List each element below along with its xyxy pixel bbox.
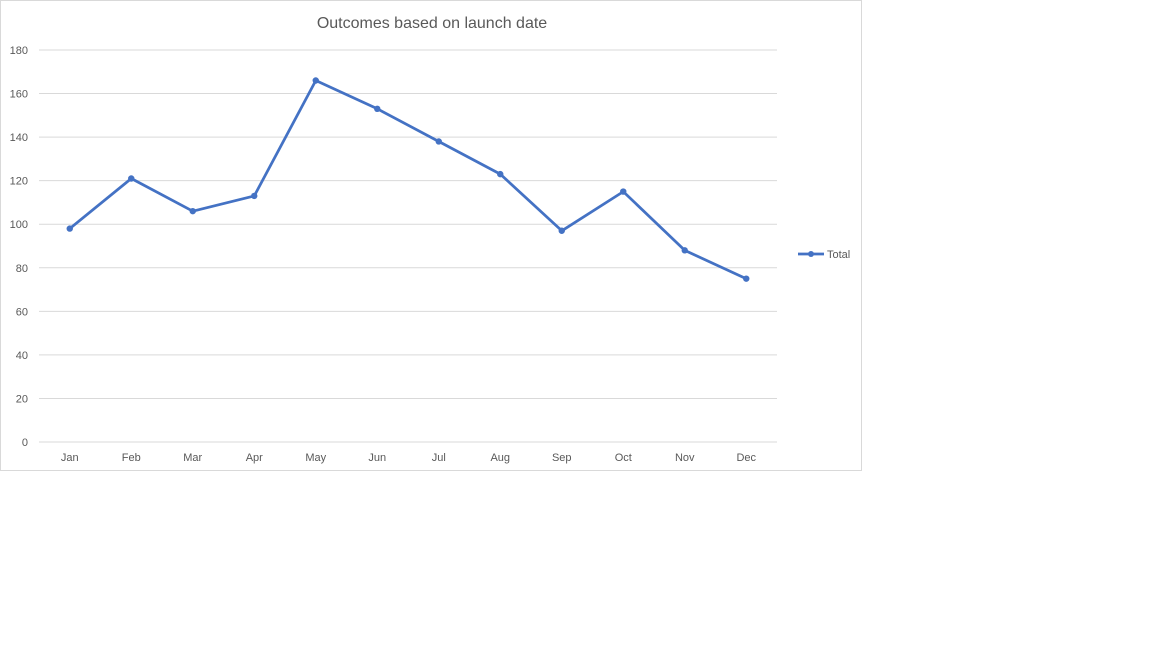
- gridlines: [39, 49, 777, 443]
- series-line-total: [68, 79, 748, 281]
- chart-area: Outcomes based on launch date 0 20 40 60 80 1…: [0, 0, 862, 471]
- y-tick-label: 180: [10, 45, 28, 57]
- data-point-aug: [497, 170, 504, 178]
- data-point-may: [312, 77, 319, 84]
- series-lines: [68, 79, 748, 281]
- y-tick-label: 100: [10, 219, 28, 231]
- x-tick-label-nov: Nov: [675, 452, 695, 464]
- x-axis-tick-labels: Jan Feb Mar Apr May Jun Jul Aug Sep Oct Nov Dec: [61, 452, 757, 464]
- y-tick-label: 80: [16, 263, 28, 275]
- y-tick-label: 120: [10, 176, 28, 188]
- y-tick-label: 20: [16, 393, 28, 405]
- x-tick-label-sep: Sep: [552, 452, 572, 464]
- series-points: [66, 77, 750, 282]
- y-tick-label: 160: [10, 89, 28, 101]
- x-tick-label-feb: Feb: [122, 452, 141, 464]
- y-tick-label: 0: [22, 437, 28, 449]
- x-tick-label-dec: Dec: [736, 452, 756, 464]
- data-point-jul: [435, 138, 442, 145]
- line-chart: Outcomes based on launch date 0 20 40 60 80 1…: [10, 15, 851, 464]
- data-point-dec: [743, 275, 750, 282]
- data-point-jun: [374, 105, 381, 113]
- data-point-sep: [558, 227, 565, 234]
- data-point-nov: [681, 247, 688, 254]
- x-tick-label-apr: Apr: [246, 452, 263, 464]
- x-tick-label-mar: Mar: [183, 452, 202, 464]
- data-point-jan: [66, 225, 73, 232]
- y-tick-label: 140: [10, 132, 28, 144]
- legend-label: Total: [827, 249, 850, 261]
- y-axis-tick-labels: 0 20 40 60 80 100 120 140 160 180: [10, 45, 28, 449]
- x-tick-label-jun: Jun: [368, 452, 386, 464]
- x-tick-label-may: May: [305, 452, 326, 464]
- data-point-mar: [189, 207, 196, 215]
- data-point-feb: [128, 175, 135, 182]
- legend-marker-icon: [808, 251, 814, 257]
- data-point-oct: [620, 188, 627, 195]
- y-tick-label: 60: [16, 306, 28, 318]
- data-point-apr: [251, 192, 258, 200]
- x-tick-label-jul: Jul: [432, 452, 446, 464]
- x-tick-label-aug: Aug: [490, 452, 510, 464]
- x-tick-label-jan: Jan: [61, 452, 79, 464]
- y-tick-label: 40: [16, 350, 28, 362]
- legend: Total: [798, 249, 850, 261]
- x-tick-label-oct: Oct: [615, 452, 632, 464]
- chart-title: Outcomes based on launch date: [317, 15, 547, 32]
